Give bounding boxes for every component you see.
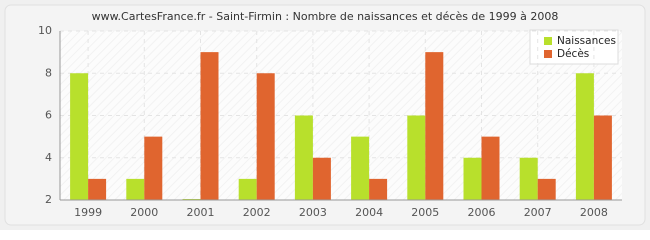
x-tick-label: 2002: [243, 206, 271, 219]
y-tick-label: 6: [45, 109, 52, 122]
bar: [425, 52, 444, 200]
bar: [200, 52, 219, 200]
legend: [529, 29, 619, 65]
bar: [407, 115, 426, 200]
bar: [238, 178, 257, 200]
x-tick-label: 2000: [130, 206, 158, 219]
chart-title: www.CartesFrance.fr - Saint-Firmin : Nom…: [92, 10, 559, 23]
bar: [593, 115, 612, 200]
bar: [256, 73, 275, 200]
legend-box: [529, 29, 619, 65]
bar: [519, 157, 538, 200]
bar: [294, 115, 313, 200]
x-tick-label: 2003: [299, 206, 327, 219]
legend-swatch: [544, 50, 552, 58]
bar: [369, 178, 388, 200]
chart: www.CartesFrance.fr - Saint-Firmin : Nom…: [0, 0, 650, 230]
x-tick-label: 2004: [355, 206, 383, 219]
legend-label: Décès: [557, 48, 589, 60]
x-tick-label: 2005: [411, 206, 439, 219]
x-tick-label: 2006: [468, 206, 496, 219]
bar: [575, 73, 594, 200]
bar: [126, 178, 145, 200]
legend-swatch: [544, 37, 552, 45]
bar: [481, 136, 500, 200]
y-tick-label: 10: [38, 24, 52, 37]
x-tick-label: 2008: [580, 206, 608, 219]
bar: [537, 178, 556, 200]
bar: [312, 157, 331, 200]
bar: [463, 157, 482, 200]
bar: [88, 178, 107, 200]
y-tick-label: 4: [45, 151, 52, 164]
x-tick-label: 2001: [187, 206, 215, 219]
x-tick-label: 1999: [74, 206, 102, 219]
x-tick-label: 2007: [524, 206, 552, 219]
y-tick-label: 2: [45, 193, 52, 206]
bar: [351, 136, 370, 200]
bar: [70, 73, 89, 200]
legend-label: Naissances: [557, 35, 616, 47]
bar: [144, 136, 163, 200]
y-tick-label: 8: [45, 66, 52, 79]
